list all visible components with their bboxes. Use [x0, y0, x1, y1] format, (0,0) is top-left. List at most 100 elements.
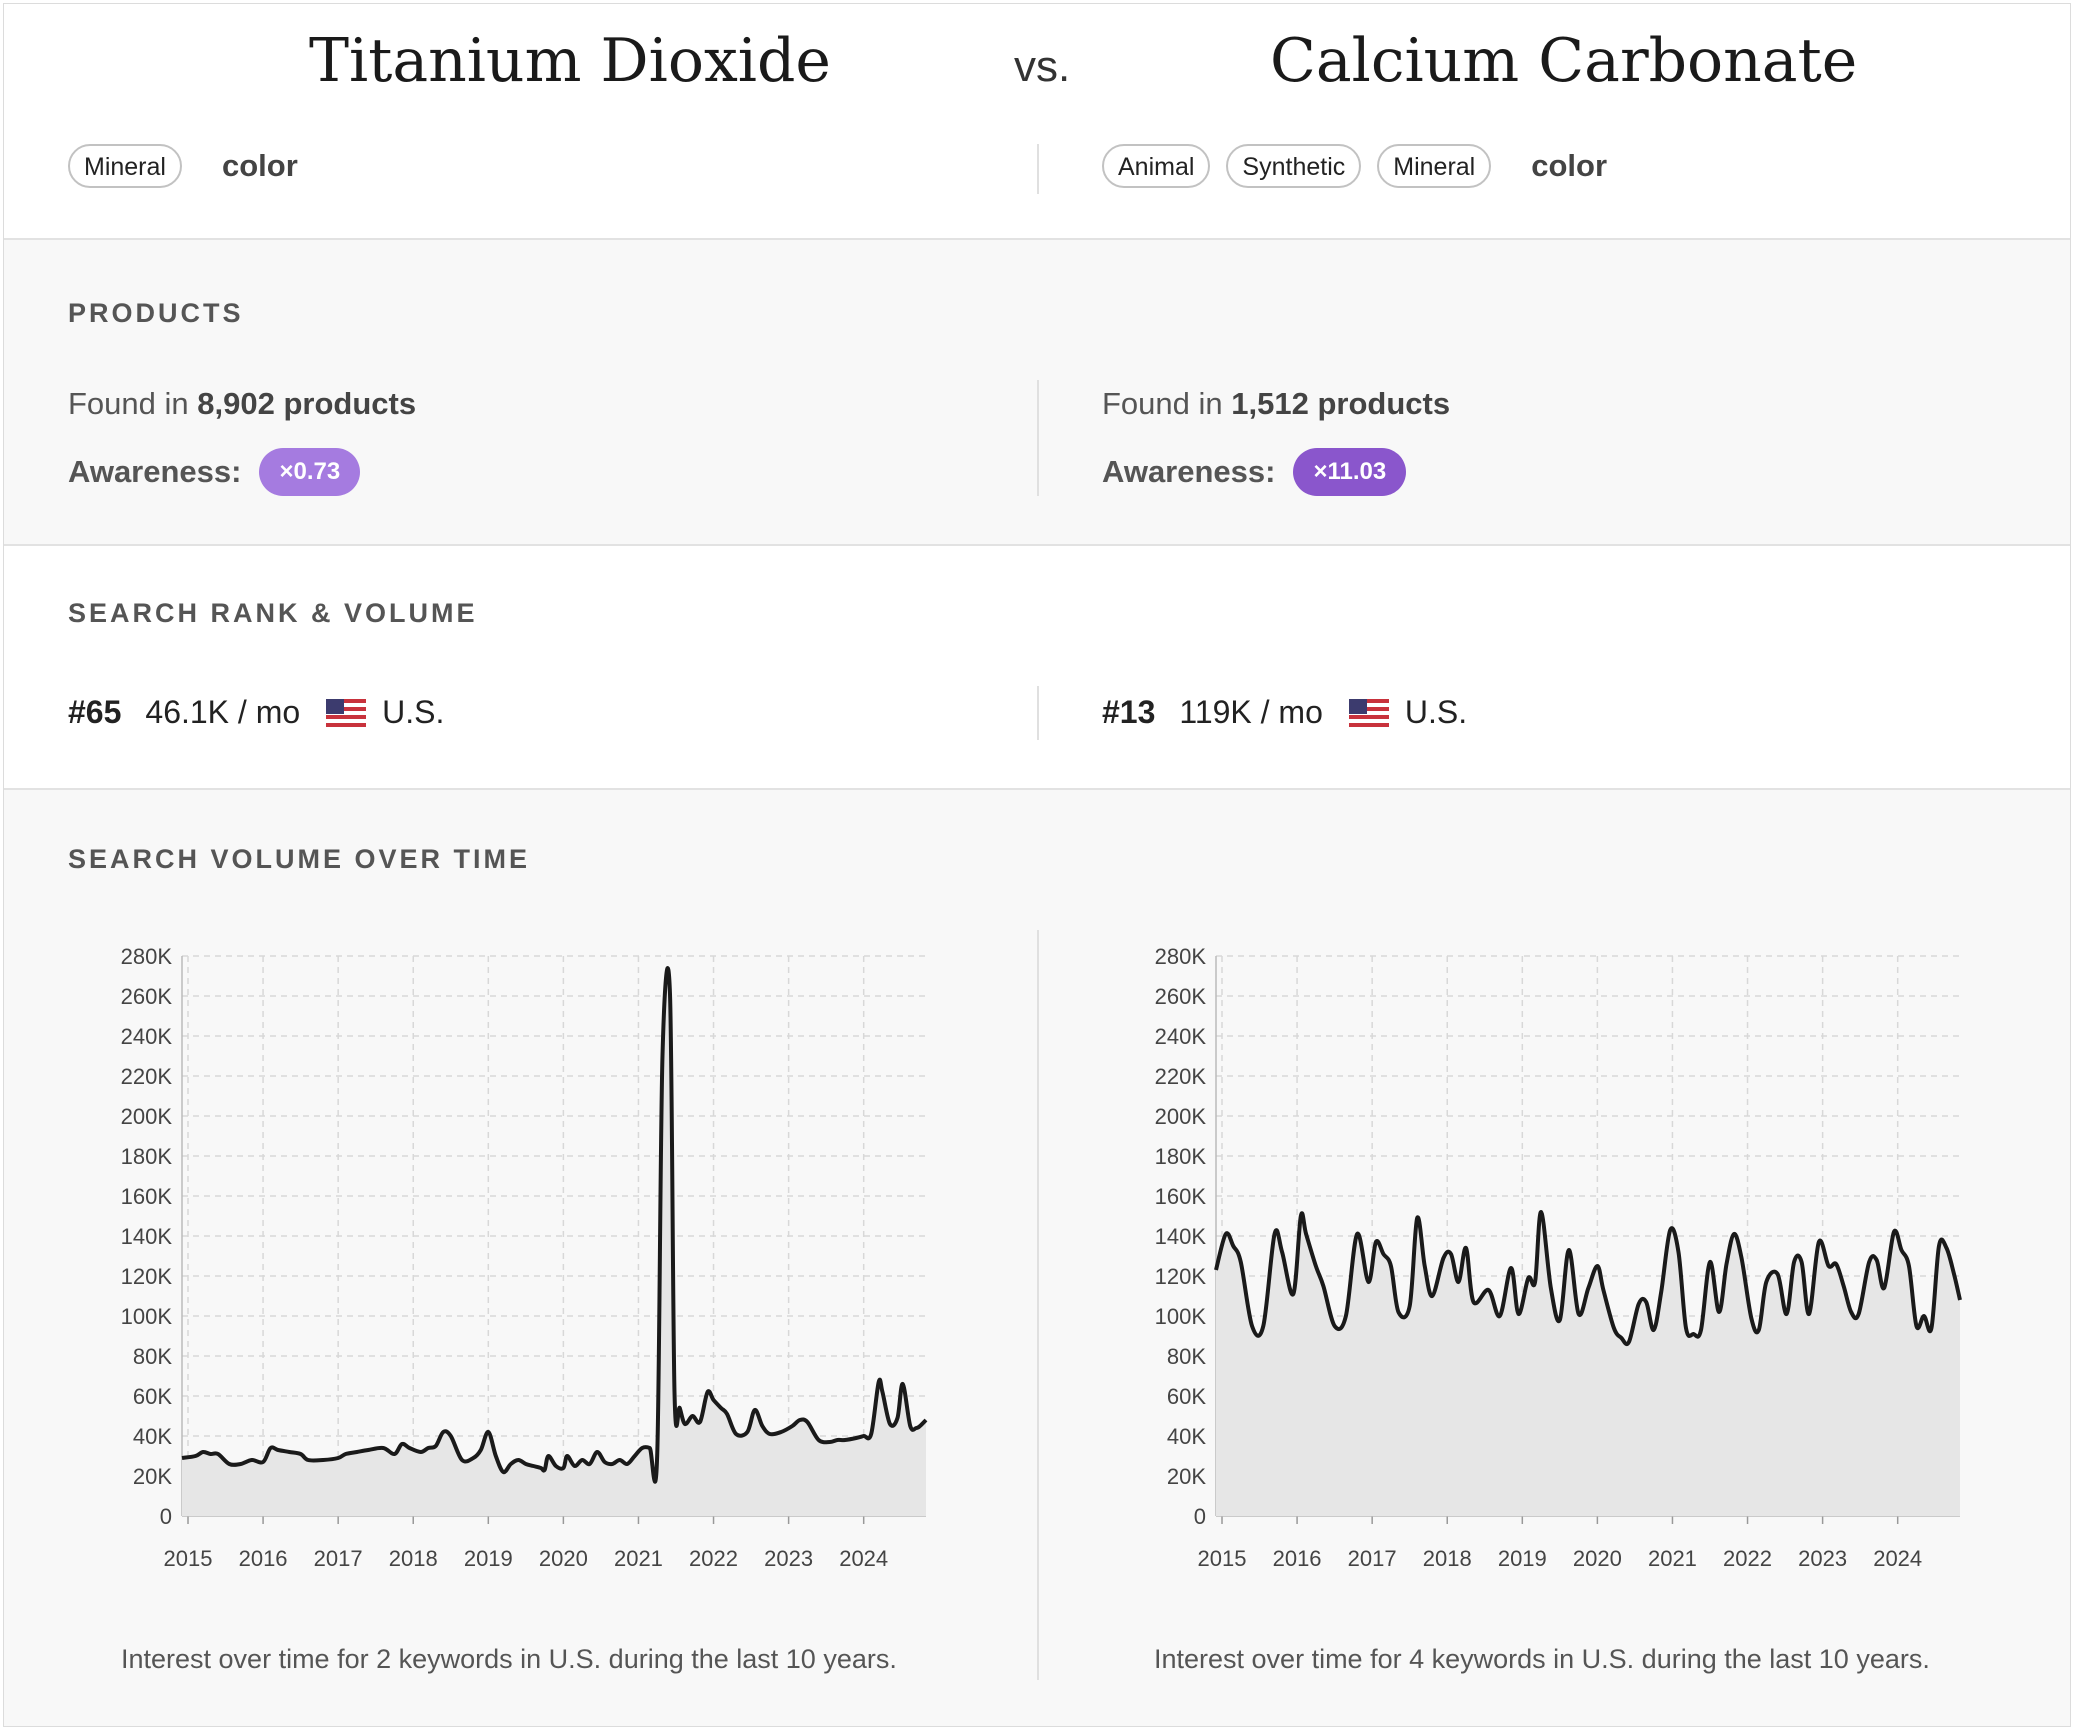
- search-volume-heading: SEARCH VOLUME OVER TIME: [68, 844, 531, 874]
- left-chart-series-line: [181, 966, 928, 1484]
- left-chart-y-tick-label: 200K: [121, 1104, 173, 1129]
- left-chart-y-tick-label: 0: [160, 1504, 172, 1529]
- found-prefix: Found in: [68, 386, 189, 421]
- country-label: U.S.: [382, 694, 445, 730]
- left-chart-y-tick-label: 120K: [121, 1264, 173, 1289]
- us-flag-icon: [1348, 698, 1389, 727]
- right-chart-y-tick-label: 120K: [1155, 1264, 1207, 1289]
- right-chart-x-tick-label: 2016: [1273, 1546, 1322, 1571]
- right-chart-series-line: [1214, 1209, 1962, 1347]
- comparison-header: Titanium Dioxide vs. Calcium Carbonate M…: [4, 4, 2070, 240]
- products-count[interactable]: 1,512 products: [1231, 386, 1451, 421]
- left-chart-x-tick-label: 2020: [539, 1546, 588, 1571]
- left-chart-x-tick-label: 2015: [164, 1546, 213, 1571]
- right-chart-y-tick-label: 40K: [1167, 1424, 1206, 1449]
- right-tags: Animal Synthetic Mineral color: [1102, 144, 1607, 188]
- left-chart-y-tick-label: 180K: [121, 1144, 173, 1169]
- column-divider: [1037, 380, 1039, 496]
- left-chart-y-tick-label: 60K: [133, 1384, 172, 1409]
- right-chart-y-tick-label: 240K: [1155, 1024, 1207, 1049]
- right-chart-x-tick-label: 2019: [1498, 1546, 1547, 1571]
- left-chart-x-tick-label: 2024: [839, 1546, 888, 1571]
- tag-synthetic[interactable]: Synthetic: [1226, 144, 1362, 188]
- awareness-badge: ×0.73: [259, 448, 361, 496]
- right-chart-y-tick-label: 220K: [1155, 1064, 1207, 1089]
- function-label[interactable]: color: [1531, 148, 1608, 183]
- right-ingredient-title[interactable]: Calcium Carbonate: [1270, 26, 1858, 96]
- left-rank-line: #65 46.1K / mo U.S.: [68, 694, 444, 731]
- right-chart-y-tick-label: 100K: [1155, 1304, 1207, 1329]
- right-chart-y-tick-label: 60K: [1167, 1384, 1206, 1409]
- left-chart-y-tick-label: 280K: [121, 944, 173, 969]
- right-chart-y-tick-label: 0: [1194, 1504, 1206, 1529]
- left-products-found: Found in 8,902 products: [68, 386, 416, 422]
- left-chart-caption: Interest over time for 2 keywords in U.S…: [121, 1644, 897, 1674]
- search-rank-section: SEARCH RANK & VOLUME #65 46.1K / mo U.S.…: [4, 546, 2070, 790]
- found-prefix: Found in: [1102, 386, 1223, 421]
- search-volume-section: SEARCH VOLUME OVER TIME 0 20K 40K 60K 80K 100…: [4, 790, 2070, 1726]
- right-chart-area: [1216, 1211, 1960, 1516]
- rank-number: #13: [1102, 694, 1156, 730]
- comparison-page: Titanium Dioxide vs. Calcium Carbonate M…: [3, 3, 2071, 1727]
- right-chart-y-tick-label: 140K: [1155, 1224, 1207, 1249]
- left-chart-y-tick-label: 160K: [121, 1184, 173, 1209]
- left-awareness: Awareness: ×0.73: [68, 448, 361, 496]
- search-rank-heading: SEARCH RANK & VOLUME: [68, 598, 478, 628]
- right-chart-y-tick-label: 200K: [1155, 1104, 1207, 1129]
- right-chart-x-tick-label: 2018: [1423, 1546, 1472, 1571]
- left-chart-y-tick-label: 100K: [121, 1304, 173, 1329]
- left-chart-x-tick-label: 2016: [239, 1546, 288, 1571]
- right-chart-x-tick-label: 2017: [1348, 1546, 1397, 1571]
- right-chart-x-tick-label: 2024: [1873, 1546, 1922, 1571]
- right-chart-x-tick-label: 2020: [1573, 1546, 1622, 1571]
- right-chart-caption: Interest over time for 4 keywords in U.S…: [1154, 1644, 1930, 1674]
- tag-mineral[interactable]: Mineral: [1377, 144, 1492, 188]
- left-chart-x-tick-label: 2021: [614, 1546, 663, 1571]
- left-chart-y-tick-label: 40K: [133, 1424, 172, 1449]
- left-chart-x-tick-label: 2023: [764, 1546, 813, 1571]
- left-chart-y-tick-label: 240K: [121, 1024, 173, 1049]
- left-chart-x-tick-label: 2019: [464, 1546, 513, 1571]
- awareness-label: Awareness:: [1102, 454, 1276, 489]
- left-chart-y-tick-label: 80K: [133, 1344, 172, 1369]
- right-chart-y-tick-label: 80K: [1167, 1344, 1206, 1369]
- column-divider: [1037, 930, 1039, 1680]
- right-volume-chart: 0 20K 40K 60K 80K 100K 120K 140K 160K 180K 200K 220…: [1102, 930, 2002, 1615]
- right-products-found: Found in 1,512 products: [1102, 386, 1450, 422]
- left-volume-chart-svg: 0 20K 40K 60K 80K 100K 120K 140K 160K 180K 200K 220…: [121, 944, 928, 1571]
- right-awareness: Awareness: ×11.03: [1102, 448, 1407, 496]
- monthly-volume: 46.1K / mo: [145, 694, 301, 730]
- right-chart-x-tick-label: 2015: [1198, 1546, 1247, 1571]
- rank-number: #65: [68, 694, 122, 730]
- tag-mineral[interactable]: Mineral: [68, 144, 182, 188]
- function-label[interactable]: color: [221, 148, 298, 183]
- right-rank-line: #13 119K / mo U.S.: [1102, 694, 1467, 731]
- right-chart-x-tick-label: 2023: [1798, 1546, 1847, 1571]
- left-chart-y-tick-label: 140K: [121, 1224, 173, 1249]
- right-chart-y-tick-label: 260K: [1155, 984, 1207, 1009]
- right-chart-x-tick-label: 2021: [1648, 1546, 1697, 1571]
- tag-animal[interactable]: Animal: [1102, 144, 1211, 188]
- left-ingredient-title[interactable]: Titanium Dioxide: [309, 26, 831, 96]
- products-section: PRODUCTS Found in 8,902 products Awarene…: [4, 240, 2070, 546]
- right-chart-y-tick-label: 280K: [1155, 944, 1207, 969]
- left-volume-chart: 0 20K 40K 60K 80K 100K 120K 140K 160K 180K 200K 220…: [68, 930, 968, 1615]
- right-chart-y-tick-label: 160K: [1155, 1184, 1207, 1209]
- left-chart-x-tick-label: 2017: [314, 1546, 363, 1571]
- left-chart-x-tick-label: 2018: [389, 1546, 438, 1571]
- right-chart-y-tick-label: 180K: [1155, 1144, 1207, 1169]
- column-divider: [1037, 144, 1039, 194]
- vs-label: vs.: [1014, 42, 1071, 91]
- country-label: U.S.: [1404, 694, 1468, 730]
- products-heading: PRODUCTS: [68, 298, 244, 328]
- right-volume-chart-svg: 0 20K 40K 60K 80K 100K 120K 140K 160K 180K 200K 220…: [1155, 944, 1962, 1571]
- right-chart-y-tick-label: 20K: [1167, 1464, 1206, 1489]
- left-chart-y-tick-label: 20K: [133, 1464, 172, 1489]
- left-chart-y-tick-label: 220K: [121, 1064, 173, 1089]
- left-tags: Mineral color: [68, 144, 298, 188]
- column-divider: [1037, 686, 1039, 740]
- left-chart-x-tick-label: 2022: [689, 1546, 738, 1571]
- us-flag-icon: [326, 698, 367, 727]
- products-count[interactable]: 8,902 products: [197, 386, 417, 421]
- awareness-label: Awareness:: [68, 454, 242, 489]
